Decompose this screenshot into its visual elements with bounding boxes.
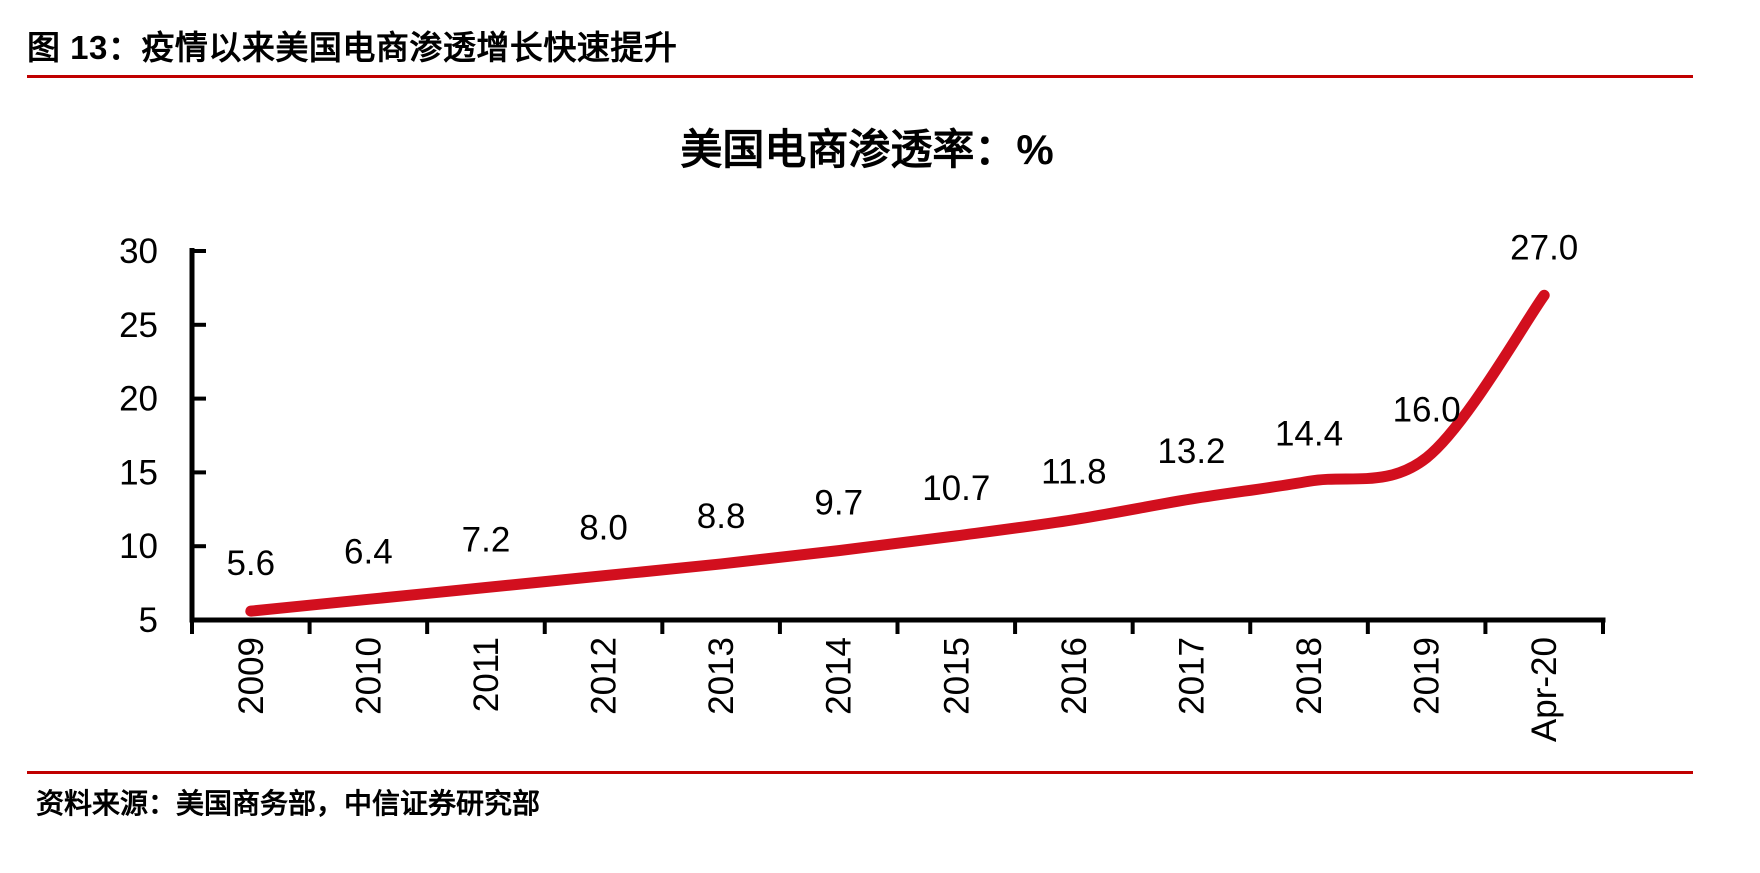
figure-caption: 图 13：疫情以来美国电商渗透增长快速提升 (27, 29, 678, 66)
data-label: 8.8 (697, 497, 746, 536)
y-axis-tick-label: 15 (119, 453, 158, 492)
data-label: 8.0 (579, 509, 628, 548)
data-label: 10.7 (922, 469, 990, 508)
x-axis-tick-label: Apr-20 (1525, 637, 1564, 742)
source-divider-rule (27, 771, 1693, 774)
data-label: 13.2 (1157, 432, 1225, 471)
data-label: 6.4 (344, 532, 393, 571)
x-axis-tick-label: 2009 (232, 637, 271, 715)
y-axis-tick-label: 5 (139, 601, 158, 640)
data-label: 16.0 (1393, 391, 1461, 430)
x-axis-tick-label: 2014 (820, 637, 859, 715)
x-axis-tick-label: 2013 (702, 637, 741, 715)
caption-divider-rule (27, 75, 1693, 78)
data-label: 5.6 (226, 544, 275, 583)
y-axis-tick-label: 25 (119, 306, 158, 345)
x-axis-tick-label: 2018 (1290, 637, 1329, 715)
data-label: 9.7 (814, 484, 863, 523)
x-axis-tick-label: 2012 (585, 637, 624, 715)
source-note: 资料来源：美国商务部，中信证券研究部 (36, 788, 541, 819)
x-axis-tick-label: 2010 (349, 637, 388, 715)
y-axis-tick-label: 20 (119, 380, 158, 419)
series-line (245, 289, 1550, 617)
data-label: 27.0 (1510, 228, 1578, 267)
chart-title: 美国电商渗透率：% (680, 126, 1054, 173)
x-axis-tick-label: 2015 (937, 637, 976, 715)
x-axis-tick-label: 2019 (1408, 637, 1447, 715)
y-axis-tick-label: 10 (119, 527, 158, 566)
data-label: 7.2 (462, 521, 511, 560)
x-axis-tick-label: 2016 (1055, 637, 1094, 715)
data-label: 11.8 (1041, 453, 1107, 492)
x-axis-tick-label: 2017 (1172, 637, 1211, 715)
data-label: 14.4 (1275, 414, 1343, 453)
y-axis-tick-label: 30 (119, 232, 158, 271)
x-axis-tick-label: 2011 (467, 637, 506, 712)
